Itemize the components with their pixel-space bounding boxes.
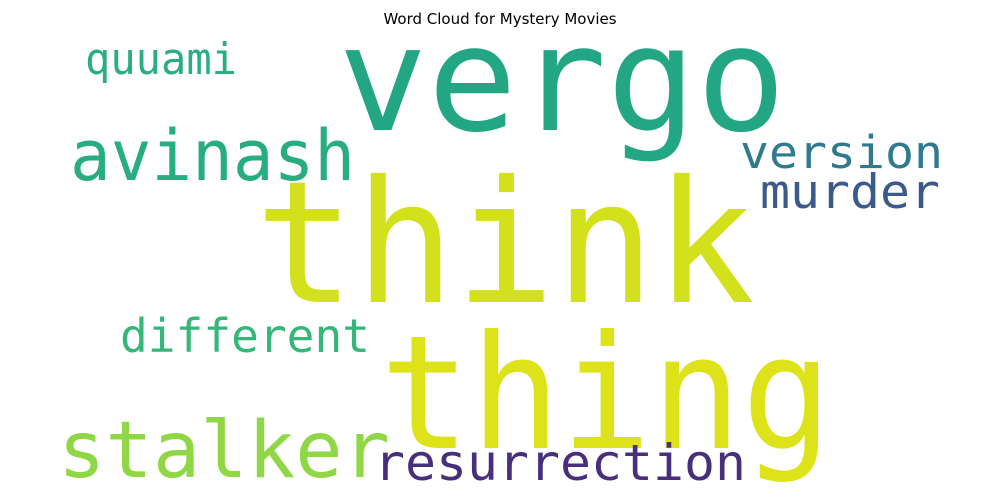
word-murder: murder xyxy=(760,165,940,220)
word-resurrection: resurrection xyxy=(374,434,746,492)
word-different: different xyxy=(120,309,370,363)
word-vergo: vergo xyxy=(338,0,786,165)
word-quuami: quuami xyxy=(85,34,237,85)
word-stalker: stalker xyxy=(58,406,390,496)
word-version: version xyxy=(740,126,943,179)
word-avinash: avinash xyxy=(70,115,355,197)
chart-title: Word Cloud for Mystery Movies xyxy=(383,10,617,28)
word-think: think xyxy=(255,145,755,343)
word-thing: thing xyxy=(380,302,832,486)
